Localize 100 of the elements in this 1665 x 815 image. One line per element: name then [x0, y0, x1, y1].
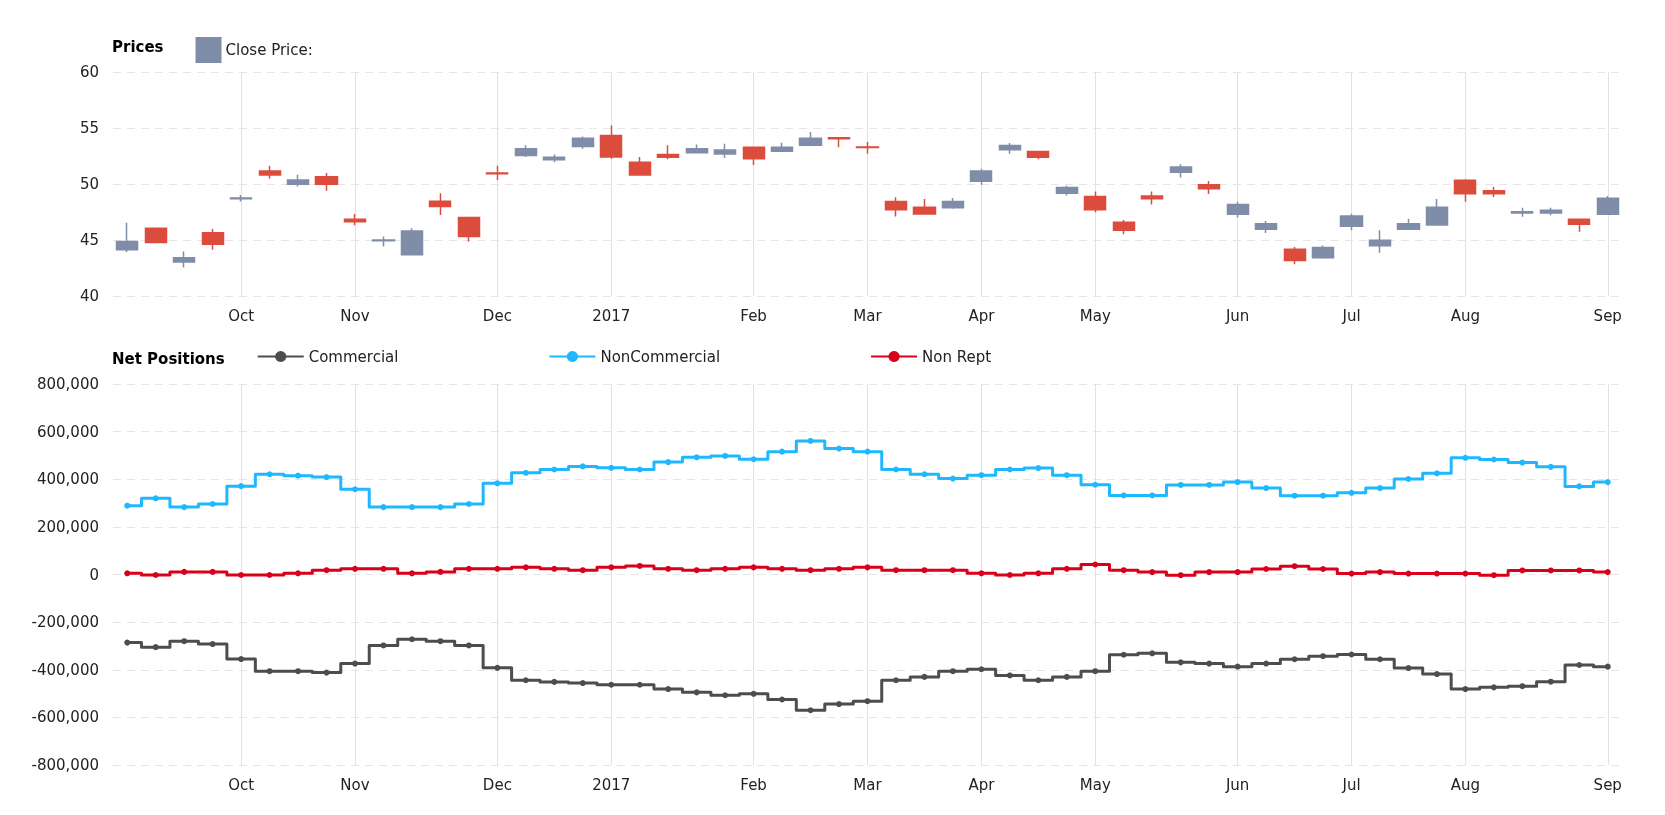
point: [1234, 569, 1241, 576]
point: [1149, 569, 1156, 576]
x-tick-label: Oct: [228, 775, 255, 794]
candlestick: [1283, 246, 1307, 266]
point: [1120, 567, 1127, 574]
y-tick-label: 55: [79, 119, 99, 137]
point: [807, 707, 814, 714]
point: [1291, 656, 1298, 663]
point: [551, 565, 558, 572]
point: [124, 502, 131, 509]
point: [323, 567, 330, 574]
point: [1519, 683, 1526, 690]
x-tick-label: 2017: [592, 306, 631, 325]
x-tick-label: Apr: [968, 775, 996, 794]
point: [665, 565, 672, 572]
candlestick: [941, 197, 965, 210]
point: [238, 483, 245, 490]
point: [949, 475, 956, 482]
point: [1320, 492, 1327, 499]
candlestick: [1140, 190, 1164, 206]
candlestick: [912, 198, 937, 216]
point: [295, 570, 302, 577]
candlestick: [969, 167, 993, 186]
candlestick: [656, 144, 680, 161]
x-tick-label: Nov: [340, 775, 370, 794]
candlestick: [514, 144, 538, 158]
point: [1120, 492, 1127, 499]
y-tick-label: 0: [89, 565, 99, 584]
candlestick: [371, 235, 396, 248]
point: [1177, 659, 1184, 666]
legend-label: Close Price:: [225, 41, 313, 59]
x-tick-label: Mar: [853, 306, 883, 325]
legend-label: NonCommercial: [600, 347, 721, 366]
y-tick-label: 45: [79, 231, 99, 249]
point: [1206, 569, 1213, 576]
candlestick: [855, 141, 880, 155]
point: [1063, 565, 1070, 572]
candlestick: [314, 172, 339, 192]
point: [978, 472, 985, 479]
candlestick: [457, 216, 481, 243]
candlestick: [201, 228, 225, 251]
point: [266, 471, 273, 478]
point: [864, 698, 871, 705]
x-tick-label: Dec: [482, 775, 512, 794]
point: [1006, 672, 1013, 679]
y-tick-label: 40: [79, 287, 99, 305]
x-tick-label: Apr: [968, 306, 996, 325]
x-tick-label: Jul: [1341, 306, 1361, 325]
point: [1433, 470, 1440, 477]
x-tick-label: Jun: [1224, 775, 1250, 794]
point: [494, 480, 501, 487]
point: [1576, 661, 1583, 668]
point: [693, 454, 700, 461]
point: [1405, 665, 1412, 672]
point: [238, 656, 245, 663]
point: [608, 464, 615, 471]
candlestick: [144, 226, 168, 244]
point: [1291, 563, 1298, 570]
candlestick: [1055, 185, 1079, 197]
point: [1519, 459, 1526, 466]
point: [1006, 571, 1013, 578]
candlestick: [1083, 190, 1107, 213]
candlestick: [884, 196, 908, 218]
point: [1490, 456, 1497, 463]
point: [665, 686, 672, 693]
x-tick-label: May: [1079, 775, 1111, 794]
candlestick: [1539, 206, 1563, 217]
point: [1320, 653, 1327, 660]
point: [1377, 569, 1383, 576]
point: [551, 678, 558, 685]
y-tick-label: 200,000: [36, 517, 99, 536]
candlestick: [742, 146, 766, 166]
candlestick: [542, 153, 566, 164]
y-tick-label: 50: [79, 175, 99, 193]
x-tick-label: Jun: [1224, 306, 1250, 325]
point: [1576, 483, 1583, 490]
point: [1348, 489, 1355, 496]
point: [722, 452, 729, 459]
y-tick-label: -800,000: [31, 756, 99, 774]
point: [1405, 476, 1412, 483]
candlestick: [258, 165, 282, 180]
point: [1462, 454, 1469, 461]
point: [522, 564, 529, 571]
candlestick: [1425, 198, 1449, 226]
point: [1092, 481, 1099, 488]
point: [779, 696, 786, 703]
candlestick: [343, 213, 367, 227]
candlestick: [685, 143, 709, 155]
point: [892, 466, 899, 473]
point: [1177, 572, 1184, 579]
point: [1263, 485, 1270, 492]
candlestick: [1482, 186, 1506, 198]
candlestick: [485, 165, 509, 181]
candlestick: [286, 173, 310, 188]
x-tick-label: Aug: [1450, 306, 1481, 325]
candlestick: [1226, 200, 1250, 219]
point: [1263, 660, 1270, 667]
point: [181, 568, 188, 575]
candlestick: [599, 124, 623, 160]
point: [1547, 463, 1554, 470]
